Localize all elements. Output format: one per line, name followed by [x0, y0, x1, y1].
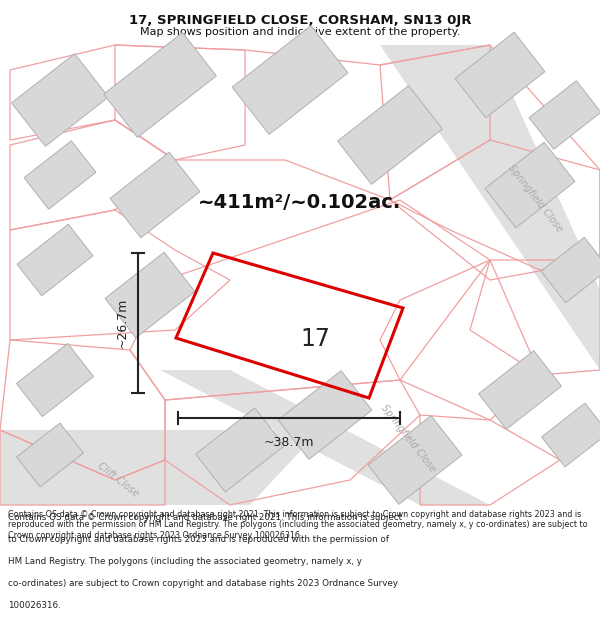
Polygon shape: [529, 81, 600, 149]
Text: Springfield Close: Springfield Close: [379, 402, 437, 474]
Polygon shape: [160, 370, 490, 505]
Bar: [0, 45, 600, 505]
Polygon shape: [0, 430, 320, 505]
Text: 17: 17: [301, 328, 330, 351]
Polygon shape: [11, 54, 109, 146]
Polygon shape: [16, 344, 94, 416]
Text: Contains OS data © Crown copyright and database right 2021. This information is : Contains OS data © Crown copyright and d…: [8, 510, 587, 540]
Text: 100026316.: 100026316.: [8, 601, 61, 610]
Polygon shape: [196, 408, 284, 492]
Polygon shape: [232, 26, 348, 134]
Text: Clift Close: Clift Close: [95, 461, 140, 499]
Text: Contains OS data © Crown copyright and database right 2021. This information is : Contains OS data © Crown copyright and d…: [8, 513, 402, 522]
Polygon shape: [542, 403, 600, 467]
Polygon shape: [105, 253, 195, 338]
Text: Springfield Close: Springfield Close: [506, 162, 565, 234]
Text: ~38.7m: ~38.7m: [264, 436, 314, 449]
Polygon shape: [278, 371, 372, 459]
Text: Map shows position and indicative extent of the property.: Map shows position and indicative extent…: [140, 27, 460, 37]
Polygon shape: [380, 45, 600, 370]
Text: ~26.7m: ~26.7m: [115, 298, 128, 348]
Polygon shape: [110, 152, 200, 238]
Polygon shape: [368, 416, 462, 504]
Polygon shape: [104, 32, 217, 138]
Polygon shape: [17, 224, 93, 296]
Text: to Crown copyright and database rights 2023 and is reproduced with the permissio: to Crown copyright and database rights 2…: [8, 535, 389, 544]
Text: ~411m²/~0.102ac.: ~411m²/~0.102ac.: [199, 193, 401, 212]
Polygon shape: [485, 142, 575, 228]
Text: HM Land Registry. The polygons (including the associated geometry, namely x, y: HM Land Registry. The polygons (includin…: [8, 557, 362, 566]
Polygon shape: [17, 423, 83, 487]
Polygon shape: [338, 86, 442, 184]
Polygon shape: [479, 351, 562, 429]
Text: 17, SPRINGFIELD CLOSE, CORSHAM, SN13 0JR: 17, SPRINGFIELD CLOSE, CORSHAM, SN13 0JR: [129, 14, 471, 27]
Text: co-ordinates) are subject to Crown copyright and database rights 2023 Ordnance S: co-ordinates) are subject to Crown copyr…: [8, 579, 398, 588]
Polygon shape: [24, 141, 96, 209]
Polygon shape: [541, 238, 600, 302]
Polygon shape: [455, 32, 545, 118]
